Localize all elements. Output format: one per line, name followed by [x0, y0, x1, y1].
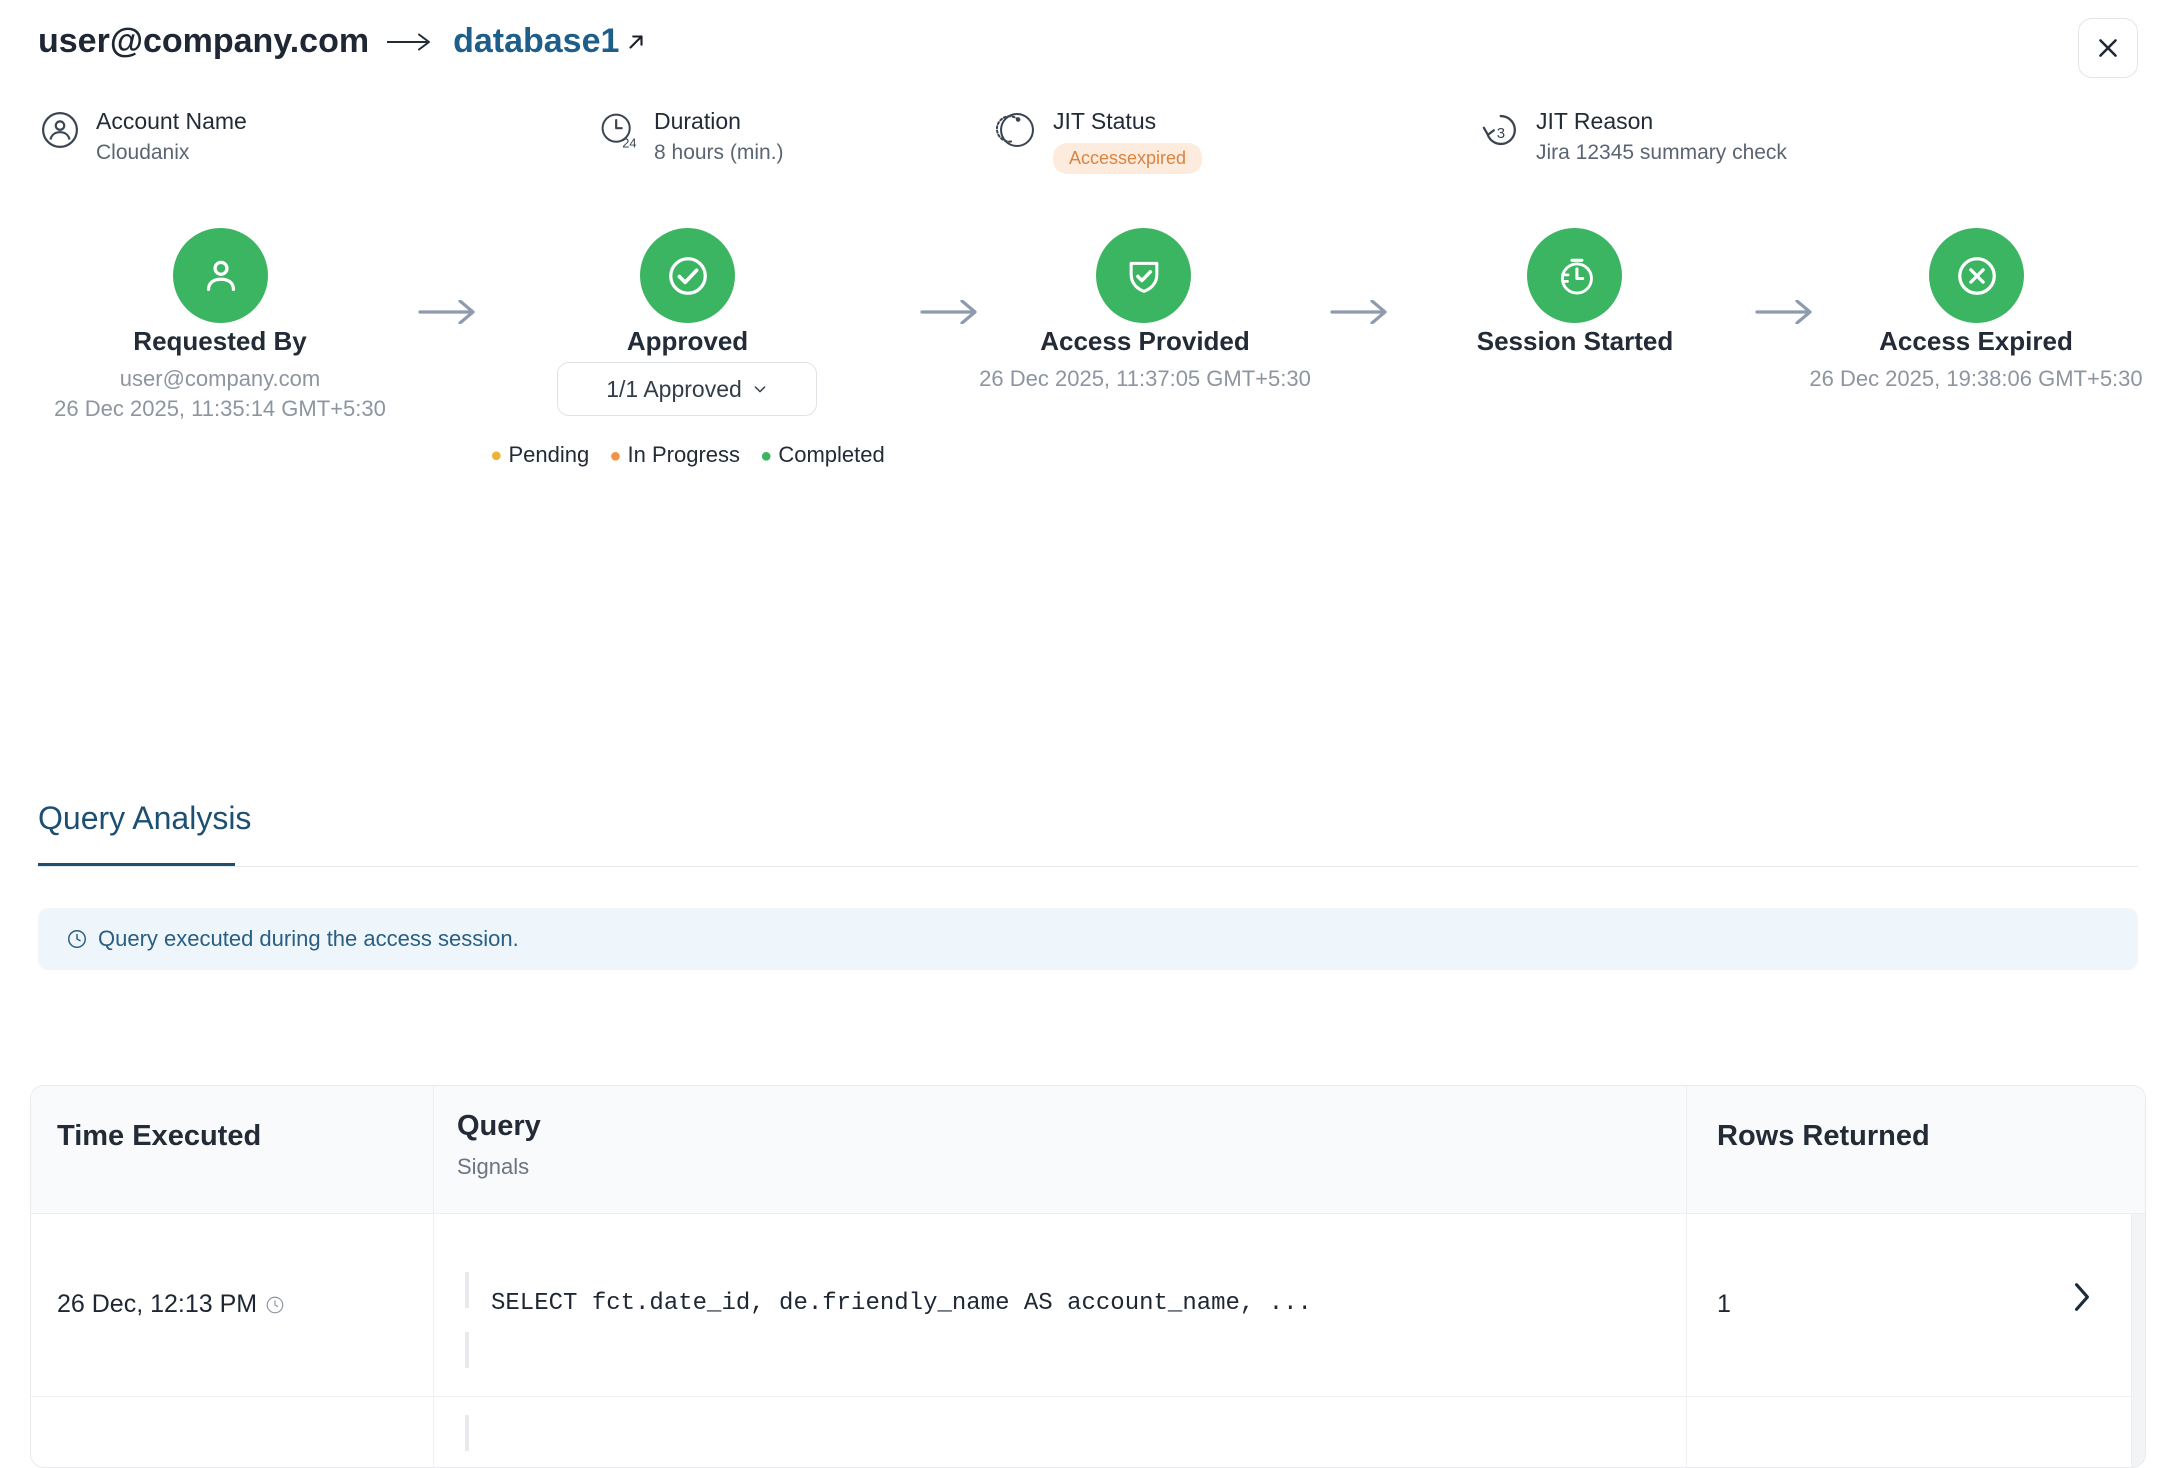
svg-text:3: 3 [1497, 125, 1505, 142]
svg-text:24: 24 [622, 136, 636, 151]
